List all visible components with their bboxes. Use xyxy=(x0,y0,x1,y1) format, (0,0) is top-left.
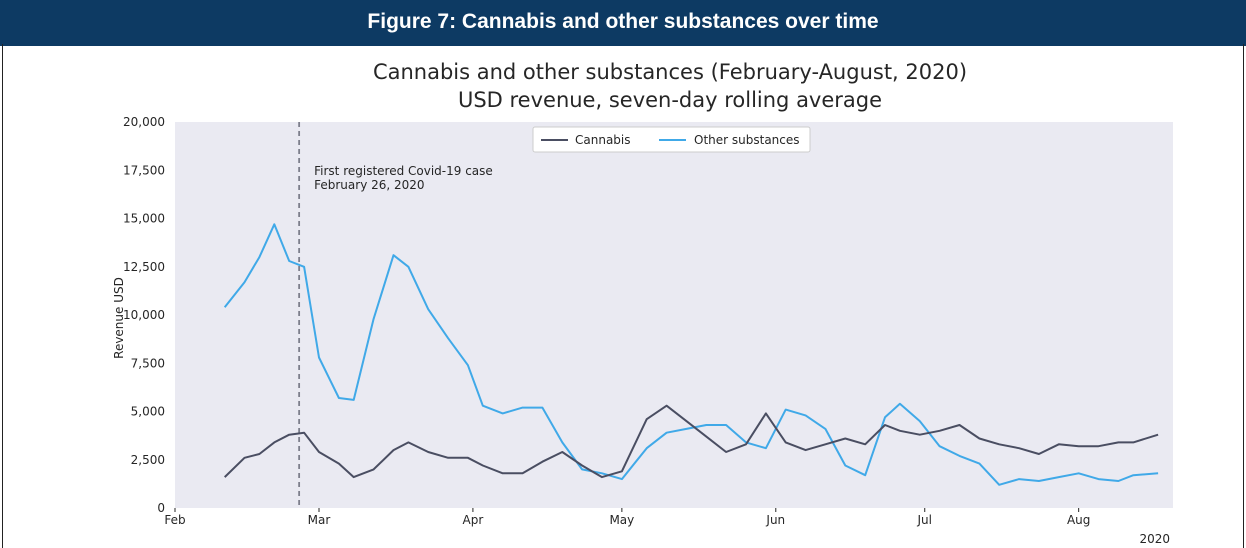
legend: Cannabis Other substances xyxy=(532,126,811,153)
y-tick-label: 0 xyxy=(157,501,165,515)
annotation-line2: February 26, 2020 xyxy=(314,178,424,192)
y-tick-label: 15,000 xyxy=(123,212,165,226)
y-tick-label: 10,000 xyxy=(123,308,165,322)
y-tick-label: 7,500 xyxy=(131,356,165,370)
banner-divider xyxy=(0,44,1246,46)
frame-left-border xyxy=(2,44,3,548)
legend-label-cannabis: Cannabis xyxy=(575,133,631,147)
y-tick-label: 2,500 xyxy=(131,453,165,467)
annotation-line1: First registered Covid-19 case xyxy=(314,164,493,178)
x-tick-label: Aug xyxy=(1067,513,1090,527)
figure-banner: Figure 7: Cannabis and other substances … xyxy=(0,0,1246,44)
series-line-other-substances xyxy=(223,223,1159,486)
x-axis-year-label: 2020 xyxy=(1139,532,1170,546)
legend-label-other-substances: Other substances xyxy=(694,133,800,147)
y-axis-ticks: 0 2,500 5,000 7,500 10,000 12,500 15,000 17,500… xyxy=(123,115,165,515)
x-tick-label: Mar xyxy=(308,513,331,527)
x-tick-label: Jun xyxy=(765,513,785,527)
plot-area xyxy=(175,122,1173,508)
series-layer xyxy=(223,223,1159,486)
y-tick-label: 17,500 xyxy=(123,163,165,177)
x-tick-label: Jul xyxy=(916,513,931,527)
series-line-cannabis xyxy=(224,404,1159,479)
x-tick-label: May xyxy=(609,513,634,527)
x-tick-label: Feb xyxy=(164,513,185,527)
x-tick-label: Apr xyxy=(463,513,484,527)
x-axis-ticks: Feb Mar Apr May Jun Jul Aug xyxy=(164,508,1090,527)
frame-right-border xyxy=(1243,44,1244,548)
y-axis-label: Revenue USD xyxy=(112,277,126,359)
figure-banner-title: Figure 7: Cannabis and other substances … xyxy=(367,10,879,33)
y-tick-label: 5,000 xyxy=(131,405,165,419)
y-tick-label: 20,000 xyxy=(123,115,165,129)
chart-title-line1: Cannabis and other substances (February-… xyxy=(373,60,967,84)
chart-title-line2: USD revenue, seven-day rolling average xyxy=(458,88,882,112)
y-tick-label: 12,500 xyxy=(123,260,165,274)
